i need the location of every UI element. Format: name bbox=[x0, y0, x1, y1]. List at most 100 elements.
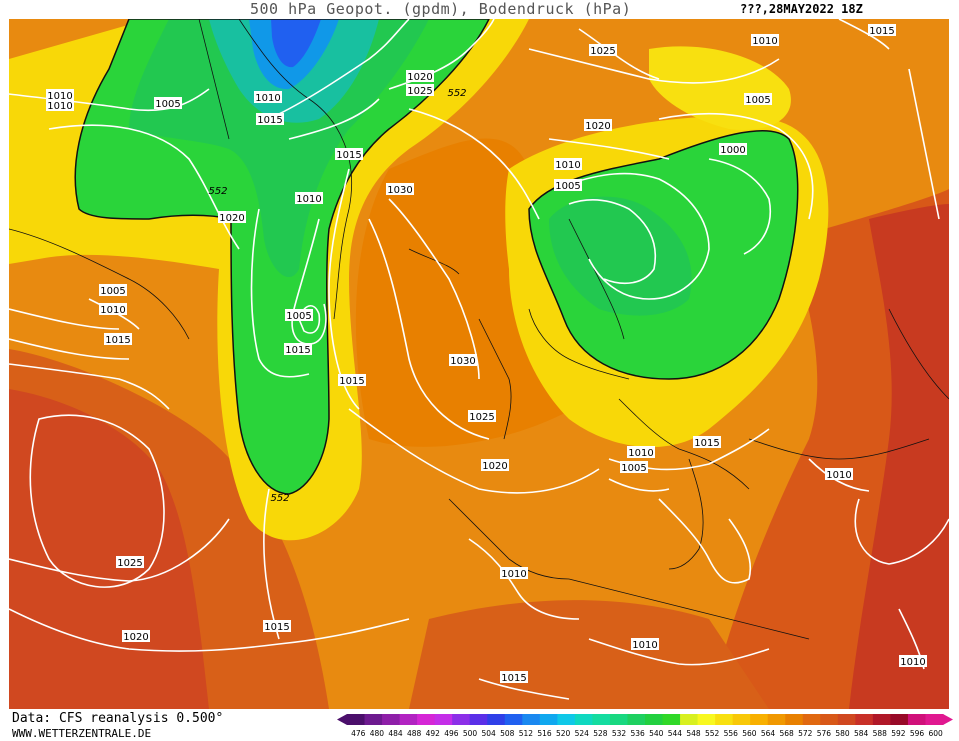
colorbar-swatch bbox=[434, 714, 453, 725]
colorbar-swatch bbox=[890, 714, 909, 725]
colorbar-tick-label: 572 bbox=[798, 729, 813, 738]
isobar-label: 1020 bbox=[406, 70, 434, 83]
colorbar-swatch bbox=[382, 714, 401, 725]
colorbar-left-arrow bbox=[337, 714, 347, 725]
isobar-label: 1020 bbox=[122, 630, 150, 643]
geopotential-labels: 552 552 552 bbox=[208, 88, 466, 504]
isobar-label-text: 1025 bbox=[117, 558, 142, 569]
colorbar-tick-label: 536 bbox=[631, 729, 646, 738]
southeast-warm-core bbox=[849, 204, 949, 709]
isobar-label-text: 1010 bbox=[632, 640, 657, 651]
colorbar-swatch bbox=[785, 714, 804, 725]
colorbar-swatch bbox=[715, 714, 734, 725]
colorbar-swatch bbox=[680, 714, 699, 725]
colorbar-swatch bbox=[750, 714, 769, 725]
yellow-band-east-north bbox=[649, 46, 791, 130]
map-footer: Data: CFS reanalysis 0.500° WWW.WETTERZE… bbox=[0, 710, 959, 741]
isobar-label: 1005 bbox=[99, 284, 127, 297]
colorbar-swatch bbox=[855, 714, 874, 725]
isobar-label: 1005 bbox=[620, 461, 648, 474]
colorbar-swatch bbox=[347, 714, 366, 725]
geopotential-label: 552 bbox=[447, 88, 466, 99]
map-title-bar: 500 hPa Geopot. (gpdm), Bodendruck (hPa)… bbox=[0, 0, 959, 20]
colorbar-tick-label: 492 bbox=[426, 729, 441, 738]
colorbar-tick-label: 560 bbox=[742, 729, 757, 738]
colorbar-tick-label: 516 bbox=[537, 729, 552, 738]
colorbar-tick-label: 576 bbox=[817, 729, 832, 738]
isobar-label-text: 1010 bbox=[826, 470, 851, 481]
colorbar-tick-label: 544 bbox=[668, 729, 683, 738]
geopotential-552-east bbox=[528, 129, 799, 380]
isobar-label-text: 1005 bbox=[621, 463, 646, 474]
colorbar-swatch bbox=[645, 714, 664, 725]
isobar-label: 1020 bbox=[584, 119, 612, 132]
scandinavian-trough-inner bbox=[549, 196, 692, 316]
colorbar-swatch bbox=[592, 714, 611, 725]
color-scale-legend: 476 480 484 488 492 496 500 504 508 512 516 520 524 5… bbox=[337, 714, 953, 738]
colorbar-tick-label: 540 bbox=[649, 729, 664, 738]
colorbar-swatch bbox=[609, 714, 628, 725]
isobar-label: 1015 bbox=[284, 343, 312, 356]
data-source-credit: Data: CFS reanalysis 0.500° bbox=[12, 711, 224, 726]
website-credit: WWW.WETTERZENTRALE.DE bbox=[12, 727, 152, 740]
isobar-label-text: 1025 bbox=[590, 46, 615, 57]
isobar-label-text: 1015 bbox=[105, 335, 130, 346]
isobar-label-text: 1025 bbox=[469, 412, 494, 423]
isobar-label-text: 1005 bbox=[155, 99, 180, 110]
isobar-label: 1015 bbox=[104, 333, 132, 346]
isobar-label: 1010 bbox=[254, 91, 282, 104]
colorbar-tick-label: 496 bbox=[444, 729, 459, 738]
isobar-label: 1015 bbox=[868, 24, 896, 37]
colorbar-tick-label: 592 bbox=[891, 729, 906, 738]
isobar-label-text: 1020 bbox=[123, 632, 148, 643]
colorbar-tick-label: 508 bbox=[500, 729, 515, 738]
geopotential-label: 552 bbox=[208, 186, 227, 197]
colorbar-tick-label: 520 bbox=[556, 729, 571, 738]
colorbar-tick-label: 532 bbox=[612, 729, 627, 738]
isobar-label-text: 1015 bbox=[694, 438, 719, 449]
isobar-label-text: 1005 bbox=[286, 311, 311, 322]
isobar-label: 1010 bbox=[500, 567, 528, 580]
colorbar-tick-label: 484 bbox=[388, 729, 403, 738]
western-trough-inner bbox=[129, 19, 429, 278]
isobar-label: 1015 bbox=[693, 436, 721, 449]
colorbar-tick-label: 524 bbox=[575, 729, 590, 738]
isobar-label-text: 1010 bbox=[47, 91, 72, 102]
colorbar-tick-label: 564 bbox=[761, 729, 776, 738]
isobar-label-text: 1025 bbox=[407, 86, 432, 97]
isobar-label: 1010 bbox=[295, 192, 323, 205]
colorbar-tick-label: 588 bbox=[873, 729, 888, 738]
colorbar-swatch bbox=[837, 714, 856, 725]
isobar-label-text: 1015 bbox=[336, 150, 361, 161]
isobar-label: 1000 bbox=[719, 143, 747, 156]
colorbar-tick-label: 552 bbox=[705, 729, 720, 738]
weather-map: 1025 1010 1015 1010 1010 1005 1010 1015 1020 1025… bbox=[9, 19, 949, 709]
isobar-label: 1005 bbox=[554, 179, 582, 192]
isobar-label: 1015 bbox=[338, 374, 366, 387]
colorbar-swatch bbox=[907, 714, 926, 725]
isobar-label-text: 1010 bbox=[100, 305, 125, 316]
isobar-label: 1010 bbox=[751, 34, 779, 47]
colorbar-swatch bbox=[452, 714, 471, 725]
colorbar-swatch bbox=[522, 714, 541, 725]
isobar-label-text: 1010 bbox=[255, 93, 280, 104]
isobar-label: 1015 bbox=[263, 620, 291, 633]
colorbar-swatch bbox=[697, 714, 716, 725]
isobar-label-text: 1015 bbox=[501, 673, 526, 684]
colorbar-swatch bbox=[557, 714, 576, 725]
forecast-date: ???,28MAY2022 18Z bbox=[740, 2, 863, 16]
isobar-label-text: 1010 bbox=[628, 448, 653, 459]
isobar-label: 1010 bbox=[899, 655, 927, 668]
colorbar-right-arrow bbox=[943, 714, 953, 725]
isobar-label: 1010 bbox=[99, 303, 127, 316]
isobar-label-text: 1000 bbox=[720, 145, 745, 156]
isobar-label-text: 1005 bbox=[555, 181, 580, 192]
isobar-label: 1005 bbox=[744, 93, 772, 106]
colorbar-tick-label: 528 bbox=[593, 729, 608, 738]
isobar-label: 1005 bbox=[285, 309, 313, 322]
isobar-label-text: 1020 bbox=[219, 213, 244, 224]
isobar-label: 1010 bbox=[46, 89, 74, 102]
isobar-label: 1020 bbox=[218, 211, 246, 224]
isobar-label-text: 1010 bbox=[501, 569, 526, 580]
isobar-label-text: 1020 bbox=[407, 72, 432, 83]
